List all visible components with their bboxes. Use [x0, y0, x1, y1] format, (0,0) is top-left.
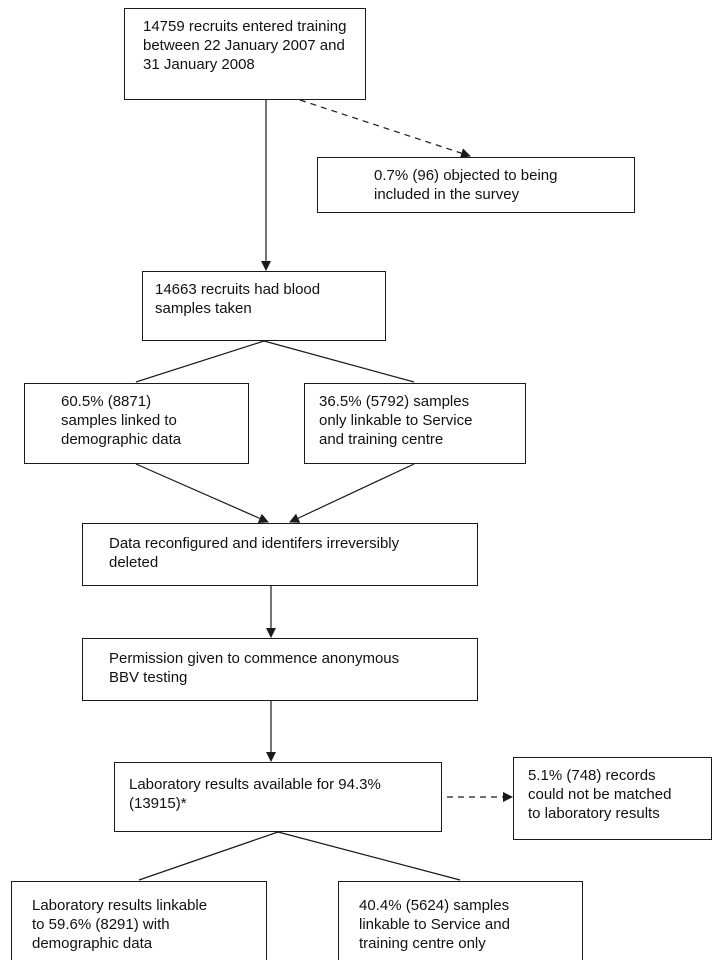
arrow-service-to-reconfigured [289, 463, 415, 523]
box-data-reconfigured: Data reconfigured and identifers irrever… [82, 523, 478, 586]
box-lab-linkable-demographic: Laboratory results linkable to 59.6% (82… [11, 881, 267, 960]
box-lab-results-available: Laboratory results available for 94.3% (… [114, 762, 442, 832]
split-lab-to-service [277, 831, 461, 881]
arrow-demo-to-reconfigured [135, 463, 269, 523]
arrow-entered-to-objected [299, 99, 471, 158]
split-blood-to-service [263, 340, 415, 383]
box-blood-samples: 14663 recruits had blood samples taken [142, 271, 386, 341]
box-linked-demographic: 60.5% (8871) samples linked to demograph… [24, 383, 249, 464]
split-blood-to-demo [135, 340, 265, 383]
box-lab-linkable-service: 40.4% (5624) samples linkable to Service… [338, 881, 583, 960]
box-recruits-entered: 14759 recruits entered training between … [124, 8, 366, 100]
box-records-not-matched: 5.1% (748) records could not be matched … [513, 757, 712, 840]
box-objected: 0.7% (96) objected to being included in … [317, 157, 635, 213]
box-permission-given: Permission given to commence anonymous B… [82, 638, 478, 701]
split-lab-to-demo [138, 831, 279, 881]
box-linked-service: 36.5% (5792) samples only linkable to Se… [304, 383, 526, 464]
